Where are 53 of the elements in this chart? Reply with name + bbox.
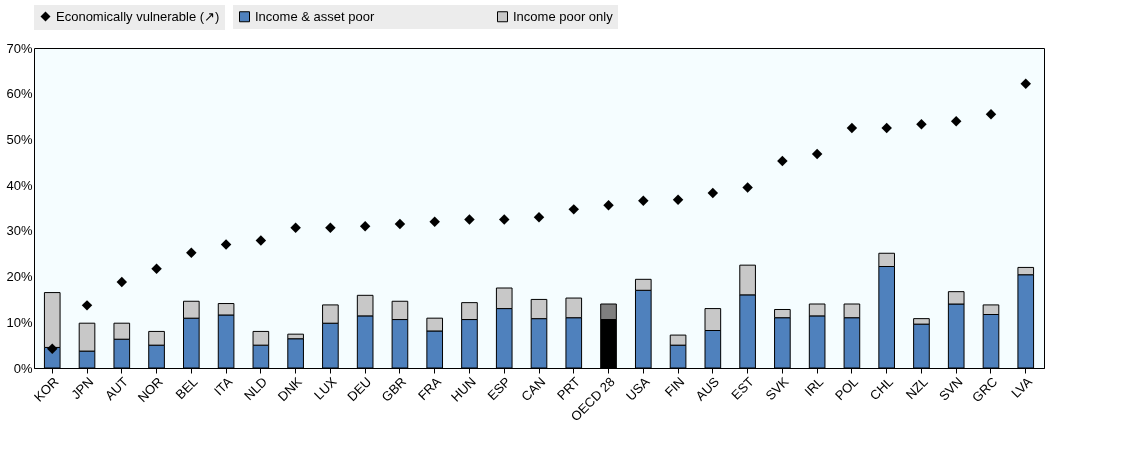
x-tick-label: ITA bbox=[211, 373, 236, 399]
point bbox=[533, 211, 545, 223]
point bbox=[916, 119, 927, 130]
legend-label: Economically vulnerable (↗) bbox=[56, 8, 220, 24]
y-tick-label: 10% bbox=[6, 314, 33, 330]
point bbox=[220, 239, 232, 250]
point bbox=[1020, 78, 1031, 89]
y-tick-label: 60% bbox=[6, 86, 33, 102]
point bbox=[394, 218, 406, 230]
point bbox=[498, 214, 510, 225]
x-tick-label: FRA bbox=[414, 373, 445, 404]
x-tick-label: NZL bbox=[902, 374, 931, 403]
x-tick-label: NLD bbox=[241, 374, 271, 404]
point bbox=[638, 195, 649, 206]
point bbox=[151, 263, 162, 275]
point bbox=[255, 235, 267, 246]
point bbox=[186, 247, 197, 259]
x-tick-label: CHL bbox=[866, 374, 896, 404]
point bbox=[568, 204, 580, 215]
y-tick-label: 50% bbox=[6, 131, 33, 147]
point bbox=[359, 221, 371, 232]
point bbox=[672, 194, 684, 206]
point bbox=[707, 187, 719, 199]
x-tick-label: USA bbox=[622, 373, 653, 404]
y-tick-label: 30% bbox=[6, 223, 33, 239]
x-tick-label: BEL bbox=[172, 374, 201, 403]
point bbox=[603, 200, 614, 211]
point bbox=[325, 222, 336, 233]
legend-label: Income poor only bbox=[513, 8, 614, 24]
point bbox=[47, 343, 58, 355]
point bbox=[950, 115, 962, 127]
x-tick-label: ESP bbox=[484, 374, 514, 404]
point bbox=[429, 216, 440, 227]
x-tick-label: LVA bbox=[1008, 373, 1036, 401]
point bbox=[985, 109, 997, 120]
y-tick-label: 70% bbox=[6, 40, 33, 56]
legend-label: Income & asset poor bbox=[255, 8, 375, 24]
point bbox=[846, 122, 858, 134]
y-tick-label: 0% bbox=[13, 360, 33, 376]
point bbox=[464, 214, 475, 225]
point bbox=[811, 148, 823, 160]
point bbox=[777, 155, 788, 167]
x-tick-label: FIN bbox=[661, 374, 688, 400]
point bbox=[81, 300, 93, 311]
x-tick-label: JPN bbox=[68, 374, 97, 403]
x-tick-label: IRL bbox=[801, 374, 827, 399]
point bbox=[881, 122, 892, 134]
point bbox=[290, 222, 301, 233]
y-tick-label: 40% bbox=[6, 177, 33, 193]
point bbox=[742, 182, 753, 193]
x-tick-label: POL bbox=[832, 374, 862, 404]
y-tick-label: 20% bbox=[6, 269, 33, 285]
point bbox=[116, 276, 128, 288]
